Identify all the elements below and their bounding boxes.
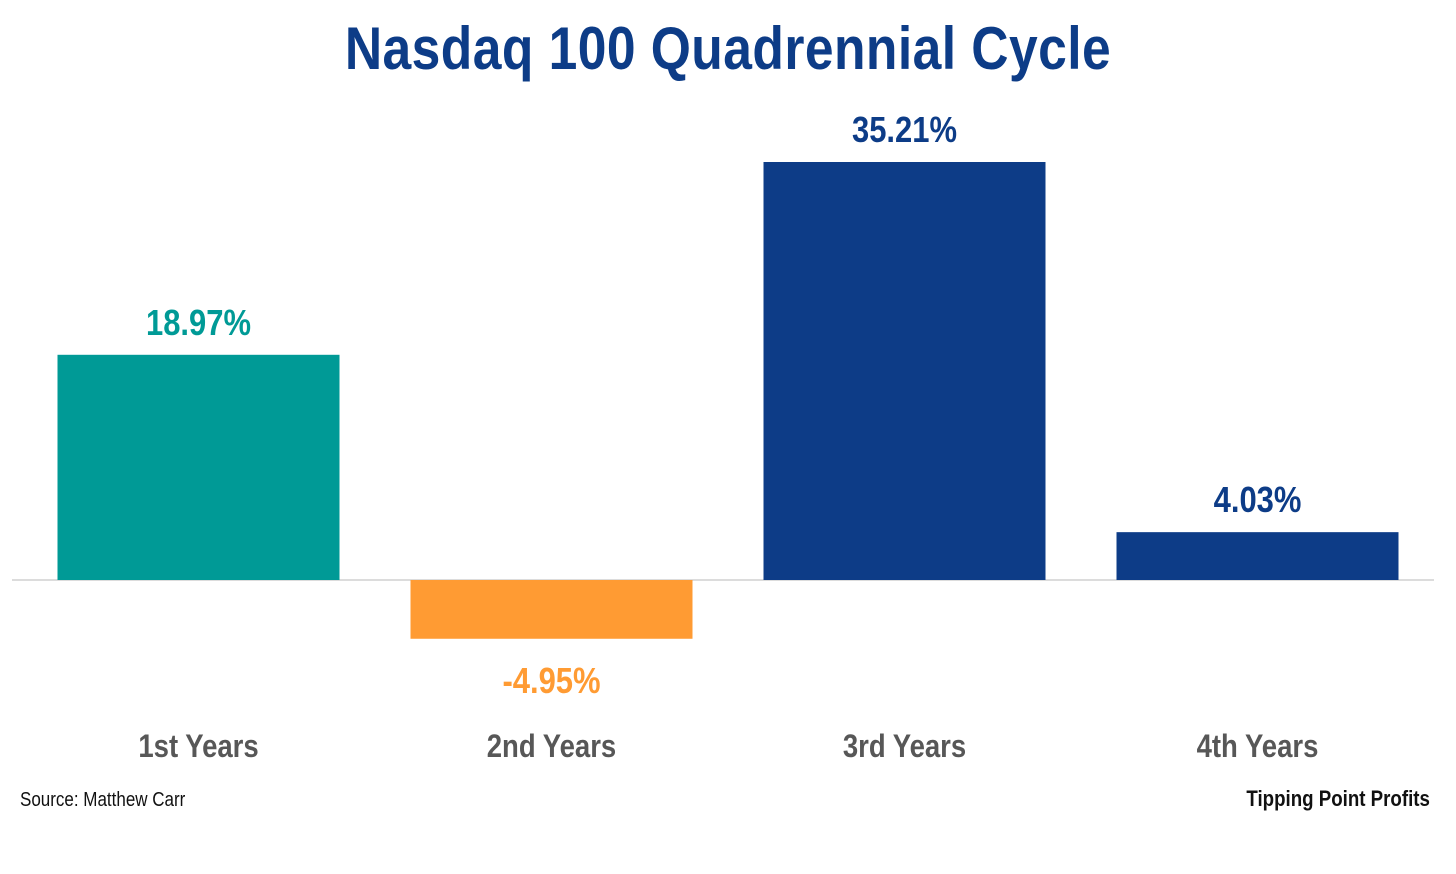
- bar-4: [1116, 532, 1399, 580]
- bar-2: [410, 580, 693, 639]
- value-label-2: -4.95%: [502, 662, 600, 702]
- bar-1: [57, 354, 340, 580]
- category-label-3: 3rd Years: [843, 729, 966, 764]
- source-note: Source: Matthew Carr: [20, 789, 186, 811]
- value-label-1: 18.97%: [146, 304, 251, 344]
- brand-note: Tipping Point Profits: [1246, 786, 1430, 811]
- category-label-1: 1st Years: [138, 729, 258, 764]
- bar-3: [763, 162, 1046, 580]
- value-label-4: 4.03%: [1214, 481, 1302, 521]
- chart-title: Nasdaq 100 Quadrennial Cycle: [344, 15, 1112, 82]
- category-label-4: 4th Years: [1197, 729, 1319, 764]
- value-label-3: 35.21%: [852, 111, 957, 151]
- category-label-2: 2nd Years: [487, 729, 616, 764]
